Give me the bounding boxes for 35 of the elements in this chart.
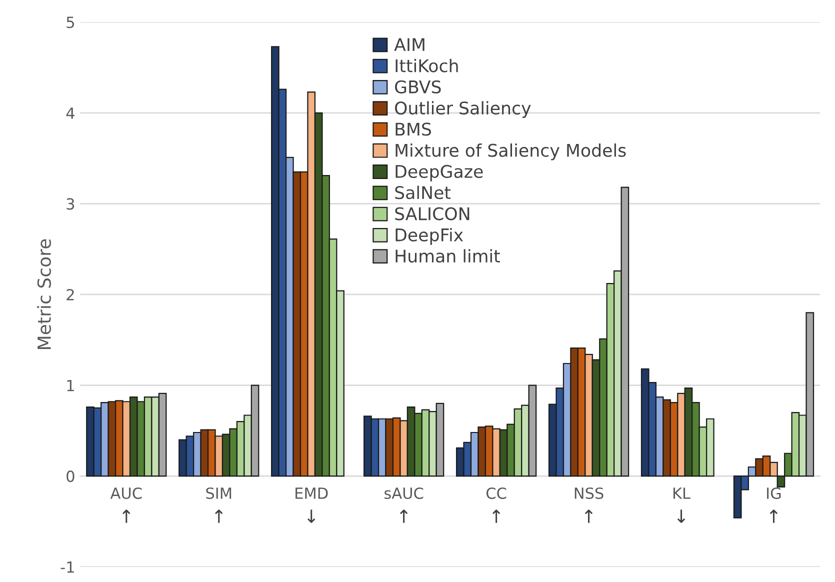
legend-label: AIM [394, 38, 424, 51]
x-tick-label: EMD [296, 488, 328, 499]
y-tick-label: 1 [67, 380, 74, 392]
legend-label: Outlier Saliency [395, 101, 531, 118]
x-tick-label: AUC [110, 487, 142, 500]
annotation: ↑ [400, 510, 408, 523]
y-tick-label: -1 [60, 562, 74, 573]
x-tick-label: IG [767, 487, 781, 500]
legend-label: IttiKoch [396, 58, 458, 72]
legend-label: SalNet [395, 186, 451, 200]
legend-label: SALICON [395, 207, 470, 220]
annotation: ↓ [677, 510, 686, 523]
y-axis-title: Metric Score [37, 239, 52, 349]
y-tick-label: 5 [66, 16, 74, 28]
annotation: ↑ [215, 510, 223, 523]
x-tick-label: NSS [574, 487, 604, 500]
annotation: ↓ [307, 510, 316, 523]
y-tick-label: 0 [66, 470, 74, 482]
legend-label: DeepGaze [396, 164, 483, 182]
x-tick-label: CC [486, 487, 506, 500]
legend-label: BMS [396, 122, 431, 136]
legend-label: Human limit [396, 249, 500, 263]
x-tick-label: SIM [206, 487, 232, 500]
annotation: ↑ [584, 510, 593, 523]
annotation: ↑ [492, 510, 500, 523]
annotation: ↑ [770, 510, 778, 523]
legend-label: GBVS [395, 80, 441, 94]
x-tick-label: KL [673, 488, 690, 499]
y-tick-label: 3 [66, 198, 74, 210]
y-tick-label: 4 [66, 108, 74, 119]
legend-label: Mixture of Saliency Models [396, 143, 626, 160]
legend-label: DeepFix [396, 228, 464, 245]
annotation: ↑ [122, 510, 130, 523]
x-tick-label: sAUC [384, 487, 424, 500]
y-tick-label: 2 [66, 288, 74, 300]
